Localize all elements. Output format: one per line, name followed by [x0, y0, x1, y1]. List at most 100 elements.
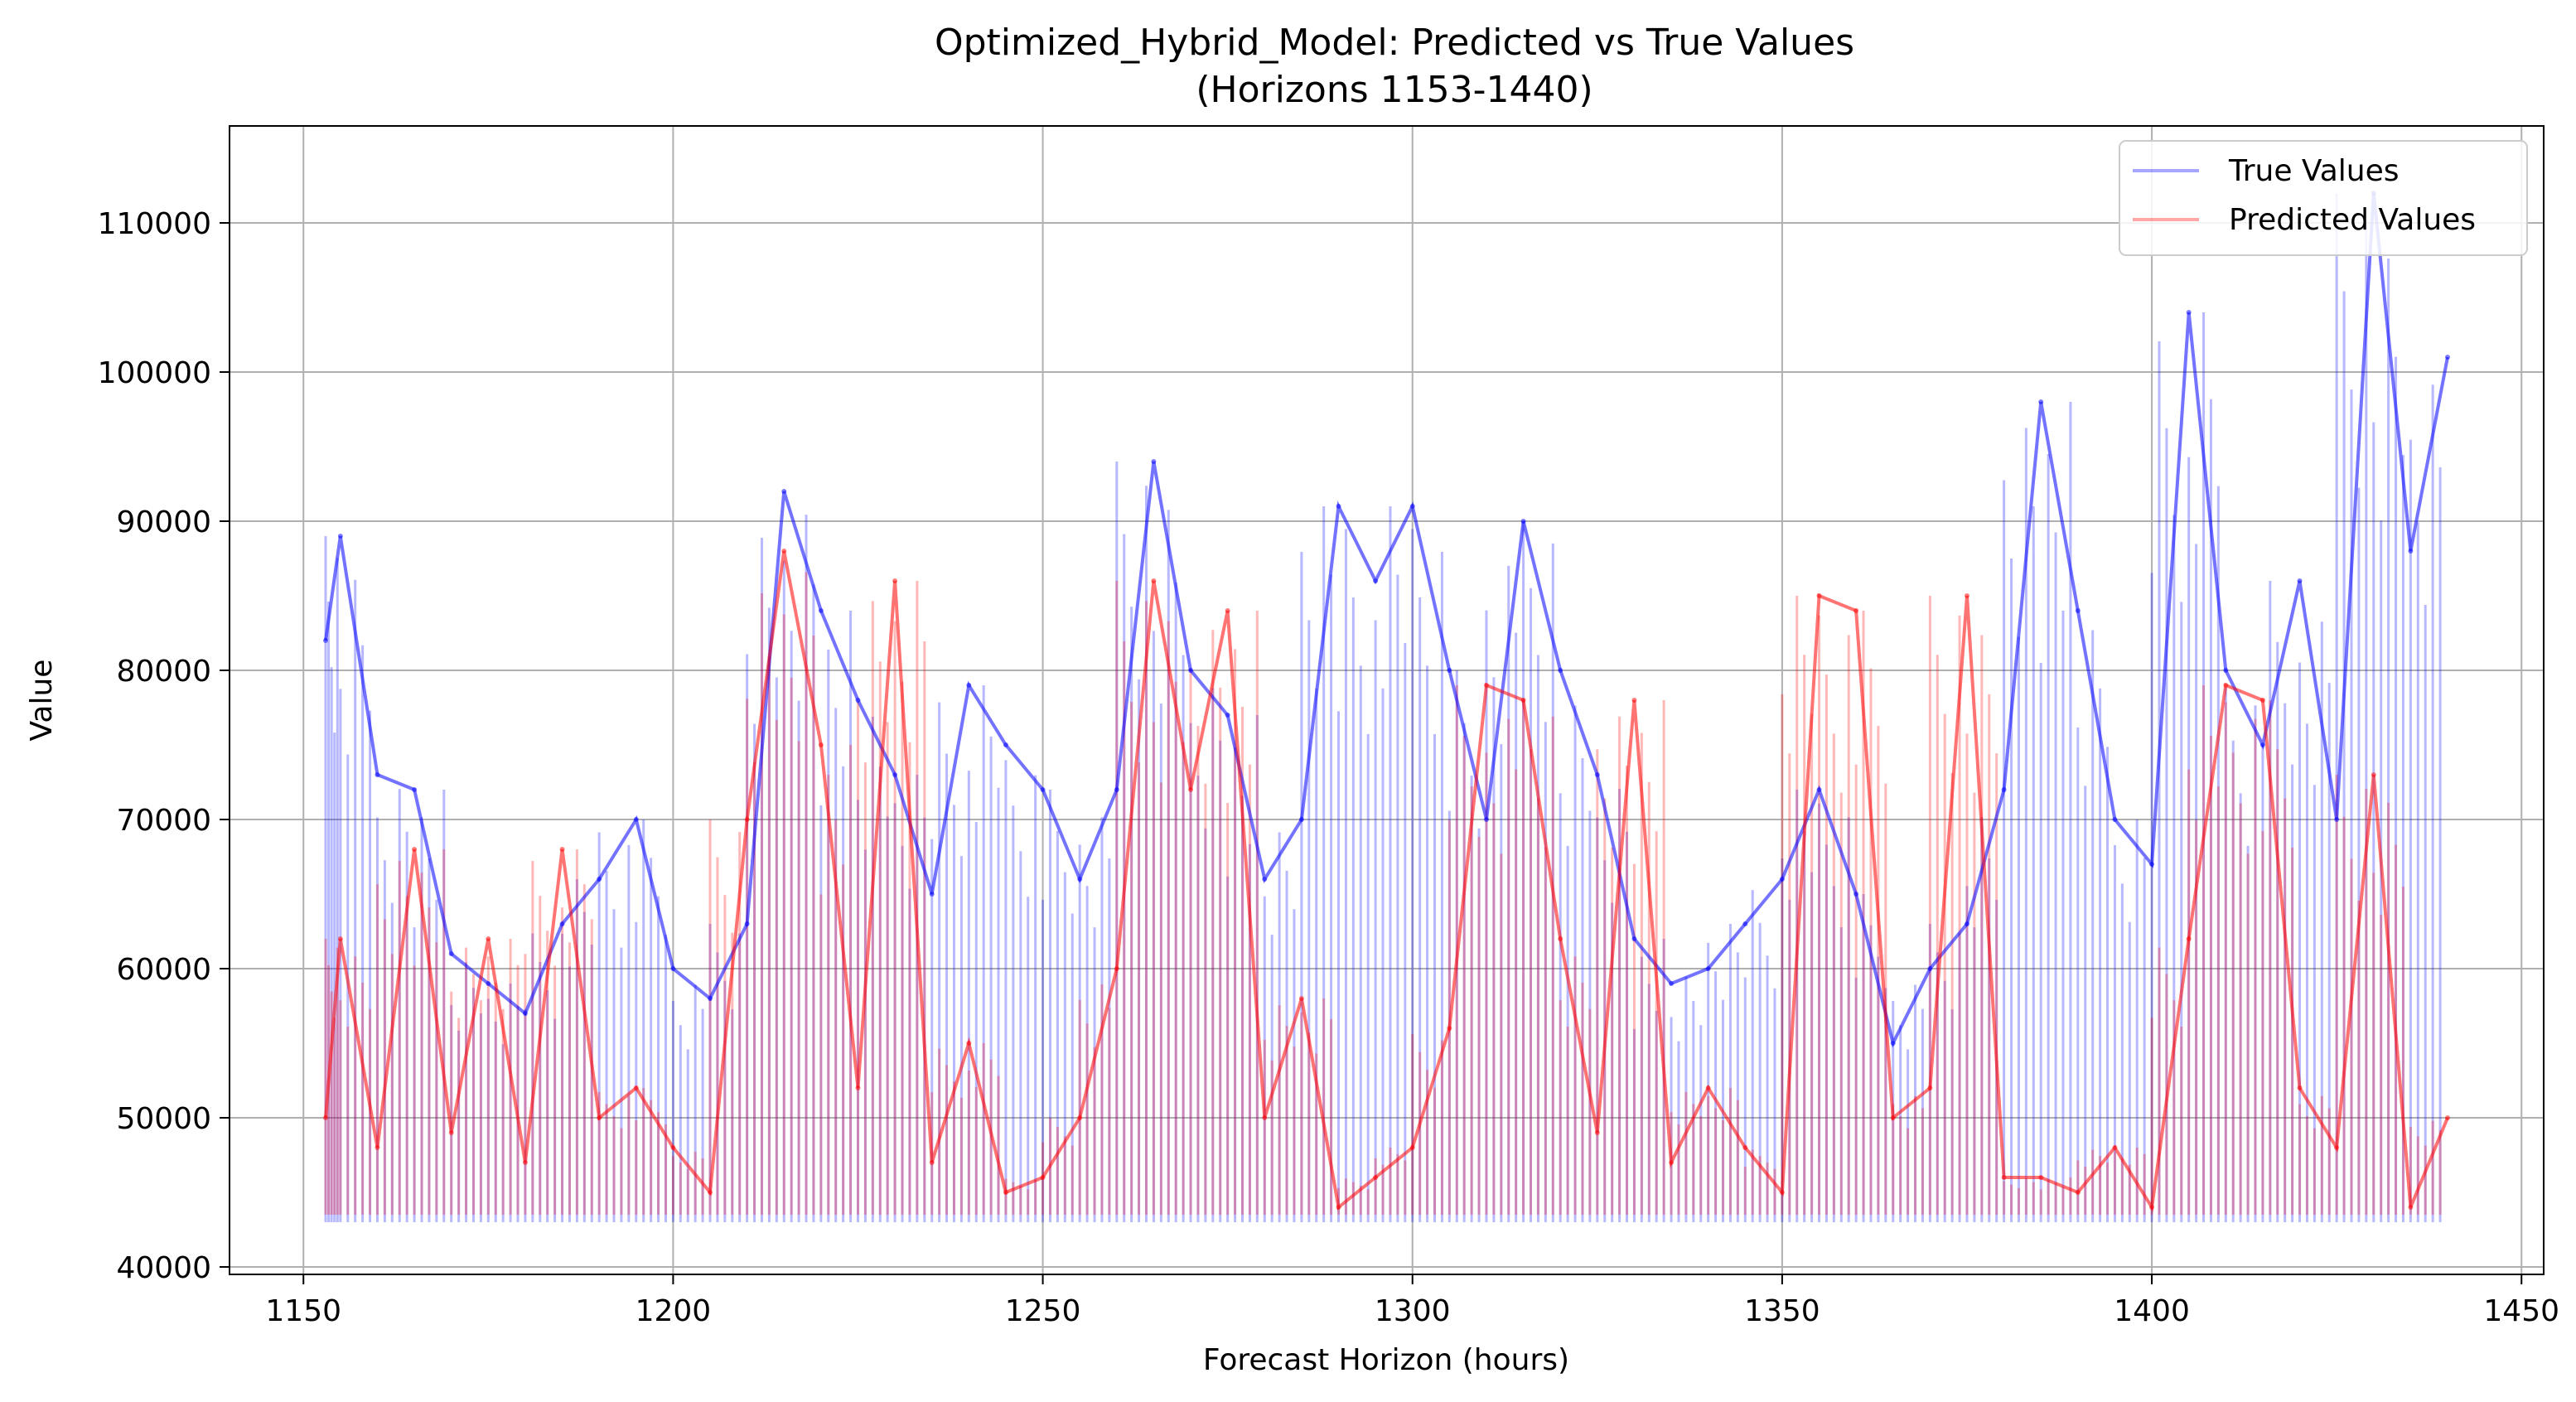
- data-point: [2186, 936, 2192, 941]
- data-point: [1483, 817, 1489, 822]
- data-point: [1262, 1115, 1268, 1120]
- data-point: [1114, 787, 1119, 792]
- data-point: [1298, 817, 1304, 822]
- x-tick-label: 1450: [2483, 1294, 2559, 1328]
- data-point: [2259, 698, 2265, 703]
- data-point: [486, 936, 491, 941]
- data-point: [892, 578, 898, 583]
- data-point: [781, 489, 787, 494]
- data-point: [818, 742, 824, 747]
- data-point: [448, 1130, 454, 1135]
- y-axis-label: Value: [25, 660, 59, 742]
- data-point: [323, 638, 329, 643]
- data-point: [1890, 1115, 1896, 1120]
- data-point: [2334, 1145, 2340, 1150]
- data-point: [2297, 1085, 2303, 1090]
- x-tick-label: 1400: [2114, 1294, 2190, 1328]
- data-point: [1188, 668, 1194, 673]
- data-point: [1594, 772, 1600, 777]
- data-point: [2149, 862, 2155, 867]
- data-point: [1003, 742, 1008, 747]
- data-point: [1447, 668, 1452, 673]
- data-point: [929, 1160, 935, 1165]
- data-point: [1373, 1175, 1379, 1180]
- data-point: [1336, 504, 1341, 509]
- data-point: [486, 981, 491, 986]
- data-point: [1409, 1145, 1415, 1150]
- data-point: [1631, 698, 1637, 703]
- data-point: [2149, 1205, 2155, 1210]
- data-point: [1853, 608, 1859, 613]
- data-point: [1040, 787, 1046, 792]
- grid-lines: [230, 126, 2544, 1274]
- y-tick-label: 100000: [98, 356, 211, 390]
- data-point: [1669, 981, 1675, 986]
- data-point: [1742, 921, 1748, 926]
- data-point: [337, 534, 343, 539]
- data-point: [2001, 1175, 2007, 1180]
- legend: True Values Predicted Values: [2119, 140, 2528, 256]
- data-point: [1003, 1190, 1008, 1195]
- data-point: [1520, 519, 1526, 524]
- y-tick-label: 50000: [116, 1102, 211, 1136]
- data-point: [1520, 698, 1526, 703]
- data-point: [2038, 399, 2044, 404]
- data-point: [2444, 355, 2450, 360]
- plot-frame: [229, 125, 2545, 1275]
- data-point: [1964, 593, 1969, 598]
- data-point: [855, 1085, 861, 1090]
- data-point: [2259, 742, 2265, 747]
- data-point: [1225, 608, 1230, 613]
- data-point: [1705, 1085, 1711, 1090]
- y-axis-ticks: 40000 50000 60000 70000 80000 90000 100000 1100…: [98, 207, 230, 1285]
- data-point: [1483, 683, 1489, 688]
- data-point: [966, 1041, 972, 1046]
- y-tick-label: 90000: [116, 505, 211, 539]
- data-point: [892, 772, 898, 777]
- data-point: [633, 1085, 639, 1090]
- data-point: [2186, 310, 2192, 315]
- data-point: [1853, 892, 1859, 897]
- data-point: [2408, 1205, 2414, 1210]
- data-point: [1298, 996, 1304, 1001]
- data-point: [2297, 578, 2303, 583]
- data-point: [670, 1145, 676, 1150]
- data-point: [412, 787, 418, 792]
- y-tick-label: 110000: [98, 207, 211, 241]
- data-point: [375, 1145, 380, 1150]
- data-point: [1336, 1205, 1341, 1210]
- data-point: [1077, 1115, 1083, 1120]
- plot-lines: [323, 191, 2450, 1212]
- data-point: [412, 847, 418, 852]
- data-point: [1262, 877, 1268, 882]
- data-point: [708, 996, 713, 1001]
- data-point: [855, 698, 861, 703]
- data-point: [1816, 787, 1822, 792]
- x-axis-ticks: 1150 1200 1250 1300 1350 1400 1450: [265, 1274, 2559, 1328]
- data-point: [929, 892, 935, 897]
- data-point: [1077, 877, 1083, 882]
- y-tick-label: 60000: [116, 953, 211, 987]
- data-point: [522, 1011, 528, 1016]
- data-point: [1779, 1190, 1785, 1195]
- data-point: [2075, 608, 2081, 613]
- data-point: [1225, 713, 1230, 718]
- data-point: [1188, 787, 1194, 792]
- true-values-band: [324, 193, 2442, 1222]
- data-point: [1742, 1145, 1748, 1150]
- data-point: [597, 877, 602, 882]
- y-tick-label: 40000: [116, 1251, 211, 1285]
- data-point: [1669, 1160, 1675, 1165]
- x-tick-label: 1300: [1375, 1294, 1451, 1328]
- data-point: [966, 683, 972, 688]
- data-point: [1890, 1041, 1896, 1046]
- data-point: [1558, 936, 1563, 941]
- data-point: [2112, 1145, 2118, 1150]
- data-point: [1594, 1130, 1600, 1135]
- data-point: [1927, 966, 1933, 971]
- legend-label-true: True Values: [2228, 154, 2400, 188]
- data-point: [818, 608, 824, 613]
- data-point: [2038, 1175, 2044, 1180]
- data-point: [2223, 668, 2229, 673]
